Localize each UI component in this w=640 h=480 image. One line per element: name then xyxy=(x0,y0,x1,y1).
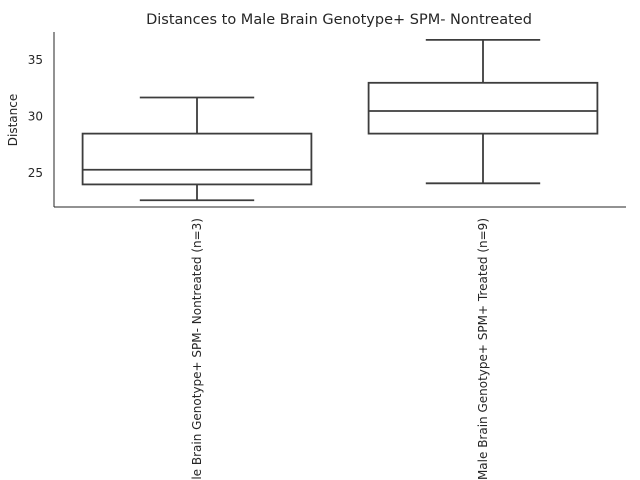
y-axis-label: Distance xyxy=(6,94,20,146)
plot-area: 25 30 35 Male Brain Genotype+ SPM- Nontreat… xyxy=(28,39,599,480)
y-tick-label: 30 xyxy=(28,110,43,124)
x-tick-label: Male Brain Genotype+ SPM+ Treated (n=9) xyxy=(476,218,490,480)
box-iqr xyxy=(367,81,599,135)
y-tick-label: 25 xyxy=(28,166,43,180)
x-tick-label: Male Brain Genotype+ SPM- Nontreated (n=… xyxy=(190,218,204,480)
y-tick-label: 35 xyxy=(28,53,43,67)
chart-title: Distances to Male Brain Genotype+ SPM- N… xyxy=(146,12,532,28)
box-iqr xyxy=(81,132,313,186)
